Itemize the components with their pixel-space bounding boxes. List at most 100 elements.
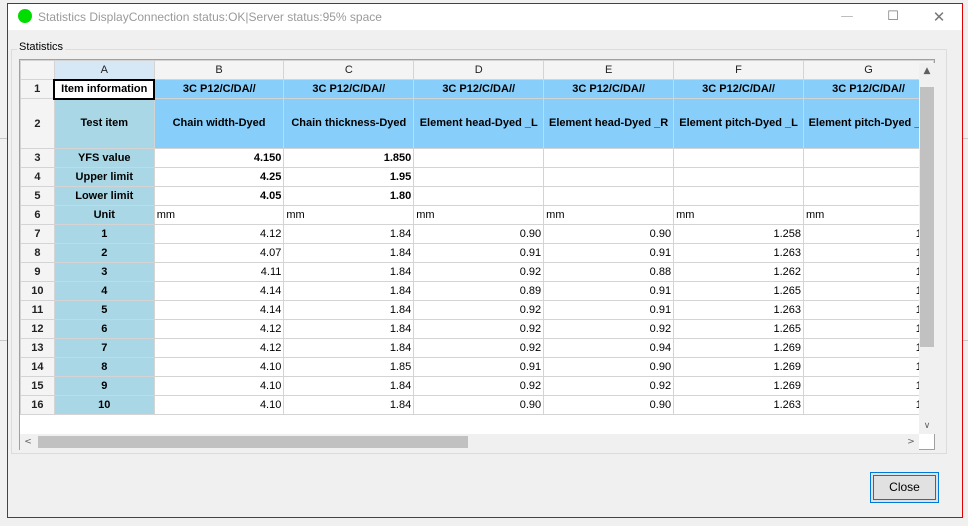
data-cell[interactable]: 0.94 (543, 338, 675, 358)
row-label-cell[interactable]: Item information (53, 78, 156, 100)
row-label-cell[interactable]: Lower limit (53, 186, 155, 206)
horizontal-scrollbar[interactable]: < > (20, 434, 919, 450)
data-cell[interactable]: 4.10 (153, 357, 285, 377)
horizontal-scroll-thumb[interactable] (38, 436, 468, 448)
data-cell[interactable]: 0.90 (543, 224, 675, 244)
data-cell[interactable]: 1.2 (803, 262, 934, 282)
data-cell[interactable]: mm (413, 205, 545, 225)
data-cell[interactable]: 1.258 (673, 224, 804, 244)
row-header[interactable]: 15 (20, 376, 55, 396)
data-cell[interactable] (673, 167, 804, 187)
data-cell[interactable]: Element pitch-Dyed _L (673, 98, 804, 149)
data-cell[interactable]: 0.89 (413, 281, 545, 301)
row-header[interactable]: 12 (20, 319, 55, 339)
data-cell[interactable]: 3C P12/C/DA// (283, 79, 415, 99)
data-cell[interactable]: 1.263 (673, 243, 804, 263)
row-header[interactable]: 1 (20, 79, 55, 99)
data-cell[interactable]: 1.84 (283, 395, 415, 415)
data-cell[interactable]: 4.07 (153, 243, 285, 263)
row-label-cell[interactable]: 3 (53, 262, 155, 282)
data-cell[interactable]: 1.84 (283, 338, 415, 358)
data-cell[interactable]: 1.85 (283, 357, 415, 377)
data-cell[interactable]: Chain width-Dyed (153, 98, 285, 149)
data-cell[interactable]: 0.91 (413, 357, 545, 377)
data-cell[interactable]: 0.92 (413, 376, 545, 396)
scroll-up-icon[interactable]: ▲ (923, 66, 931, 76)
data-cell[interactable]: 1.80 (283, 186, 415, 206)
data-cell[interactable]: 1.2 (803, 357, 934, 377)
row-label-cell[interactable]: 8 (53, 357, 155, 377)
data-cell[interactable] (413, 186, 545, 206)
maximize-button[interactable]: ☐ (887, 9, 899, 24)
data-cell[interactable]: 1.2 (803, 376, 934, 396)
data-cell[interactable]: 1.2 (803, 224, 934, 244)
row-header[interactable]: 16 (20, 395, 55, 415)
data-cell[interactable]: 0.92 (543, 319, 675, 339)
data-cell[interactable]: 0.90 (543, 357, 675, 377)
data-cell[interactable]: 1.95 (283, 167, 415, 187)
data-cell[interactable]: Element head-Dyed _L (413, 98, 545, 149)
data-cell[interactable]: 1.263 (673, 395, 804, 415)
data-cell[interactable]: 0.92 (543, 376, 675, 396)
row-label-cell[interactable]: Test item (53, 98, 155, 149)
row-header[interactable]: 7 (20, 224, 55, 244)
data-cell[interactable]: mm (673, 205, 804, 225)
vertical-scroll-thumb[interactable] (920, 87, 934, 347)
row-header[interactable]: 5 (20, 186, 55, 206)
data-cell[interactable]: 1.2 (803, 319, 934, 339)
column-header-g[interactable]: G (803, 60, 934, 80)
row-header[interactable]: 8 (20, 243, 55, 263)
data-cell[interactable]: 0.92 (413, 262, 545, 282)
data-cell[interactable]: Chain thickness-Dyed (283, 98, 415, 149)
column-header-a[interactable]: A (53, 60, 155, 80)
data-cell[interactable]: 1.2 (803, 300, 934, 320)
data-cell[interactable] (673, 148, 804, 168)
data-cell[interactable]: 3C P12/C/DA// (673, 79, 804, 99)
data-cell[interactable]: 1.262 (673, 262, 804, 282)
data-cell[interactable]: 1.269 (673, 357, 804, 377)
data-cell[interactable]: 4.12 (153, 338, 285, 358)
data-cell[interactable]: 4.25 (153, 167, 285, 187)
data-cell[interactable]: 0.92 (413, 338, 545, 358)
column-header-d[interactable]: D (413, 60, 545, 80)
data-cell[interactable]: 0.91 (543, 243, 675, 263)
column-header-f[interactable]: F (673, 60, 804, 80)
row-label-cell[interactable]: 6 (53, 319, 155, 339)
row-header[interactable]: 13 (20, 338, 55, 358)
data-cell[interactable] (803, 148, 934, 168)
data-cell[interactable]: 1.84 (283, 262, 415, 282)
data-cell[interactable]: 0.92 (413, 319, 545, 339)
data-cell[interactable]: 1.265 (673, 319, 804, 339)
scroll-right-icon[interactable]: > (907, 437, 915, 447)
data-cell[interactable] (803, 186, 934, 206)
data-cell[interactable]: 1.84 (283, 319, 415, 339)
data-cell[interactable]: 0.92 (413, 300, 545, 320)
data-cell[interactable]: 1.84 (283, 243, 415, 263)
data-cell[interactable]: 4.10 (153, 395, 285, 415)
select-all-corner[interactable] (20, 60, 55, 80)
data-cell[interactable]: 4.11 (153, 262, 285, 282)
column-header-b[interactable]: B (153, 60, 285, 80)
data-cell[interactable]: 3C P12/C/DA// (543, 79, 675, 99)
data-cell[interactable]: 4.12 (153, 224, 285, 244)
vertical-scrollbar[interactable]: ▲ ∨ (919, 63, 935, 434)
row-label-cell[interactable]: 2 (53, 243, 155, 263)
data-cell[interactable]: 0.91 (413, 243, 545, 263)
data-cell[interactable]: 1.84 (283, 376, 415, 396)
data-cell[interactable]: 3C P12/C/DA// (413, 79, 545, 99)
data-cell[interactable]: 4.10 (153, 376, 285, 396)
data-cell[interactable]: 1.84 (283, 300, 415, 320)
row-label-cell[interactable]: Unit (53, 205, 155, 225)
row-header[interactable]: 4 (20, 167, 55, 187)
data-cell[interactable]: 0.91 (543, 300, 675, 320)
data-cell[interactable]: 1.265 (673, 281, 804, 301)
data-cell[interactable]: 1.263 (673, 300, 804, 320)
data-cell[interactable]: 1.2 (803, 243, 934, 263)
data-cell[interactable]: 1.84 (283, 281, 415, 301)
row-label-cell[interactable]: 9 (53, 376, 155, 396)
data-cell[interactable]: 4.150 (153, 148, 285, 168)
data-cell[interactable]: 1.850 (283, 148, 415, 168)
row-label-cell[interactable]: 1 (53, 224, 155, 244)
data-cell[interactable]: 0.90 (413, 224, 545, 244)
